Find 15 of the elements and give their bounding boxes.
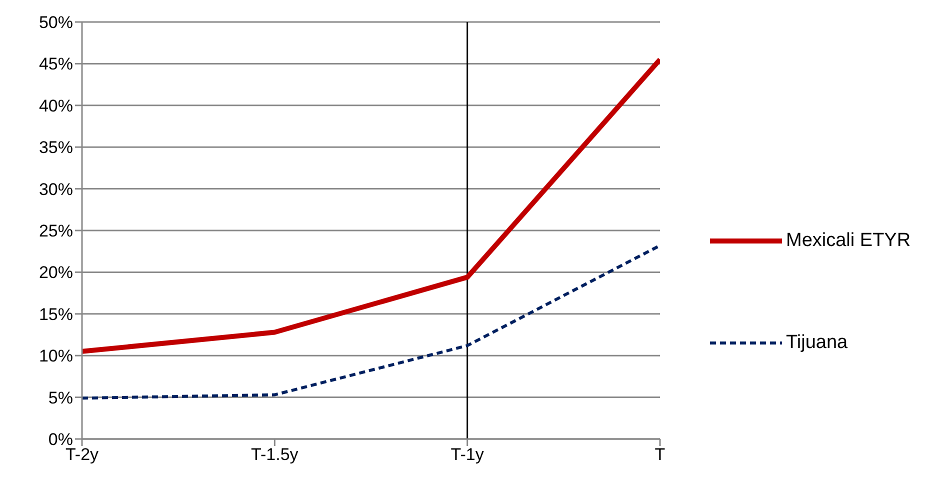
y-tick-label: 40% xyxy=(38,96,73,116)
y-tick-label: 50% xyxy=(38,13,73,32)
y-tick-label: 5% xyxy=(48,388,73,408)
y-tick-label: 20% xyxy=(38,263,73,282)
y-tick-label: 15% xyxy=(38,304,73,324)
x-tick-label: T-1y xyxy=(450,445,484,464)
legend-label: Tijuana xyxy=(786,332,848,354)
legend-label: Mexicali ETYR xyxy=(786,230,911,252)
y-tick-label: 30% xyxy=(38,180,73,199)
y-tick-label: 10% xyxy=(38,346,73,366)
y-tick-label: 35% xyxy=(38,138,73,158)
y-tick-label: 45% xyxy=(38,54,73,74)
y-tick-label: 25% xyxy=(38,222,73,241)
x-tick-label: T xyxy=(654,445,666,464)
x-tick-label: T-1.5y xyxy=(251,445,299,464)
